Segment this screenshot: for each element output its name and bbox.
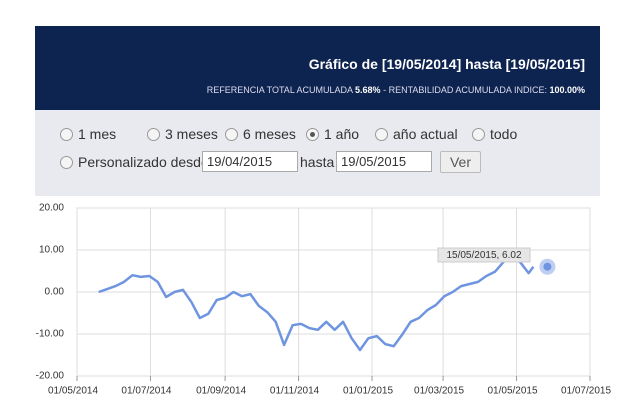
tooltip: 15/05/2015, 6.02 (446, 250, 522, 261)
x-tick-label: 01/07/2014 (121, 386, 171, 397)
option-label: año actual (393, 126, 458, 142)
x-tick-label: 01/05/2014 (48, 386, 98, 397)
radio[interactable] (147, 127, 160, 141)
x-tick-label: 01/09/2014 (196, 386, 246, 397)
title: Gráfico de [19/05/2014] hasta [19/05/201… (308, 56, 585, 72)
x-tick-label: 01/05/2015 (488, 386, 538, 397)
custom-label: Personalizado desde (78, 154, 209, 170)
y-tick-label: 0.00 (45, 287, 65, 298)
radio[interactable] (472, 127, 485, 141)
to-label: hasta (300, 154, 335, 170)
period-option[interactable]: 3 meses (147, 126, 218, 142)
x-tick-label: 01/11/2014 (270, 386, 320, 397)
option-label: 1 año (324, 126, 360, 142)
subtitle-value: 5.68% (355, 85, 381, 95)
subtitle: REFERENCIA TOTAL ACUMULADA 5.68% - RENTA… (207, 85, 585, 95)
to-input[interactable]: 19/05/2015 (336, 151, 432, 172)
option-label: todo (490, 126, 518, 142)
radio[interactable] (375, 127, 388, 141)
period-option[interactable]: todo (472, 126, 517, 142)
subtitle-value: 100.00% (549, 85, 585, 95)
x-tick-label: 01/07/2015 (561, 386, 611, 397)
period-option[interactable]: 1 año (306, 126, 359, 142)
custom-radio[interactable]: Personalizado desde (60, 154, 209, 170)
period-option[interactable]: 1 mes (60, 126, 116, 142)
y-tick-label: 20.00 (39, 203, 64, 214)
option-label: 1 mes (78, 126, 117, 142)
x-tick-label: 01/03/2015 (414, 386, 464, 397)
y-tick-label: 10.00 (39, 245, 64, 256)
subtitle-text: - RENTABILIDAD ACUMULADA INDICE: (383, 85, 547, 95)
radio[interactable] (225, 127, 238, 141)
submit-button[interactable]: Ver (440, 151, 481, 173)
radio[interactable] (60, 127, 73, 141)
y-tick-label: -10.00 (36, 329, 65, 340)
option-label: 3 meses (165, 126, 218, 142)
y-tick-label: -20.00 (36, 371, 65, 382)
data-line (98, 252, 535, 352)
period-option[interactable]: año actual (375, 126, 458, 142)
hover-point (543, 262, 552, 271)
chart: -20.00 -10.00 0.00 10.00 20.00 01/05/2014 01/0… (36, 203, 612, 397)
option-label: 6 meses (243, 126, 296, 142)
from-input[interactable]: 19/04/2015 (202, 151, 298, 172)
radio[interactable] (306, 127, 319, 141)
tooltip-box (437, 247, 531, 263)
subtitle-text: REFERENCIA TOTAL ACUMULADA (206, 85, 353, 95)
radio[interactable] (60, 155, 73, 169)
period-option[interactable]: 6 meses (225, 126, 296, 142)
x-tick-label: 01/01/2015 (343, 386, 393, 397)
header: Gráfico de [19/05/2014] hasta [19/05/201… (35, 26, 600, 110)
options-panel: Personalizado desde 19/04/2015 hasta 19/… (35, 110, 600, 196)
